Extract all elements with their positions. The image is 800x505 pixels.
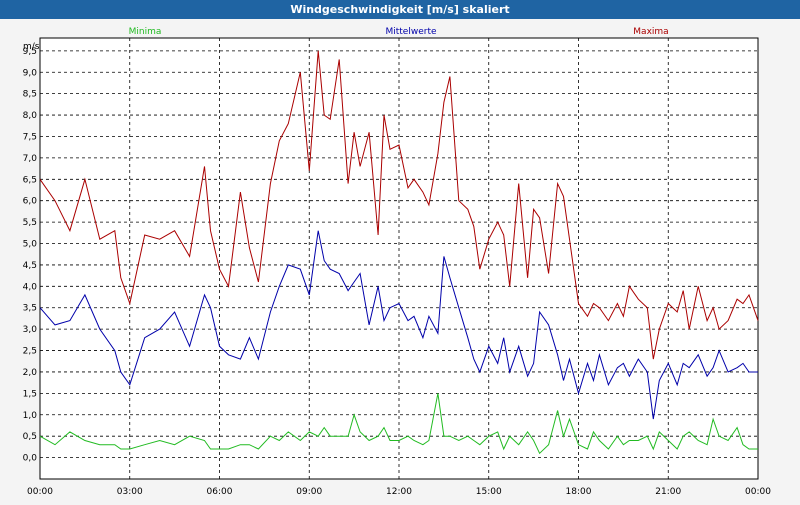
x-tick-time-label: 06:00 [207,487,233,497]
y-tick-label: 2,0 [23,368,38,378]
y-tick-label: 9,5 [23,47,37,57]
series-line-maxima [39,50,759,360]
y-tick-label: 0,5 [23,432,37,442]
x-tick-time-label: 12:00 [386,487,412,497]
x-tick-time-label: 18:00 [566,487,592,497]
y-tick-label: 3,5 [23,304,37,314]
y-tick-label: 4,0 [23,282,38,292]
y-tick-label: 6,5 [23,175,37,185]
chart-area: 0,0 0,5 1,0 1,5 2,0 2,5 3,0 3,5 4,0 4,5 5,0 5,5 6,0 6… [0,19,800,505]
x-tick-time-label: 00:00 [27,487,53,497]
data-series [39,50,759,455]
y-tick-label: 7,0 [23,154,38,164]
x-tick-time-label: 00:00 [745,487,771,497]
y-tick-label: 4,5 [23,261,37,271]
grid-lines [40,38,758,479]
series-line-mittelwerte [39,230,758,420]
chart-title: Windgeschwindigkeit [m/s] skaliert [0,0,800,19]
x-tick-time-label: 15:00 [476,487,502,497]
series-line-minima [39,393,758,455]
x-tick-time-label: 03:00 [117,487,143,497]
y-tick-label: 6,0 [23,197,38,207]
y-tick-label: 3,0 [23,325,38,335]
y-tick-label: 8,0 [23,111,38,121]
y-tick-label: 5,0 [23,240,38,250]
y-tick-label: 1,0 [23,411,38,421]
y-tick-label: 0,0 [23,454,38,464]
wind-speed-chart: 0,0 0,5 1,0 1,5 2,0 2,5 3,0 3,5 4,0 4,5 5,0 5,5 6,0 6… [0,19,800,505]
y-tick-label: 9,0 [23,68,38,78]
y-tick-label: 8,5 [23,90,37,100]
legend-mittelwerte: Mittelwerte [385,27,436,37]
legend-minima: Minima [129,27,162,37]
y-axis-unit-label: m/s [23,42,40,52]
legend-maxima: Maxima [633,27,668,37]
y-tick-label: 7,5 [23,132,37,142]
y-tick-label: 2,5 [23,347,37,357]
y-axis-tick-labels: 0,0 0,5 1,0 1,5 2,0 2,5 3,0 3,5 4,0 4,5 5,0 5,5 6,0 6… [23,47,38,464]
y-tick-label: 1,5 [23,389,37,399]
x-tick-time-label: 09:00 [296,487,322,497]
y-tick-label: 5,5 [23,218,37,228]
x-tick-time-label: 21:00 [655,487,681,497]
